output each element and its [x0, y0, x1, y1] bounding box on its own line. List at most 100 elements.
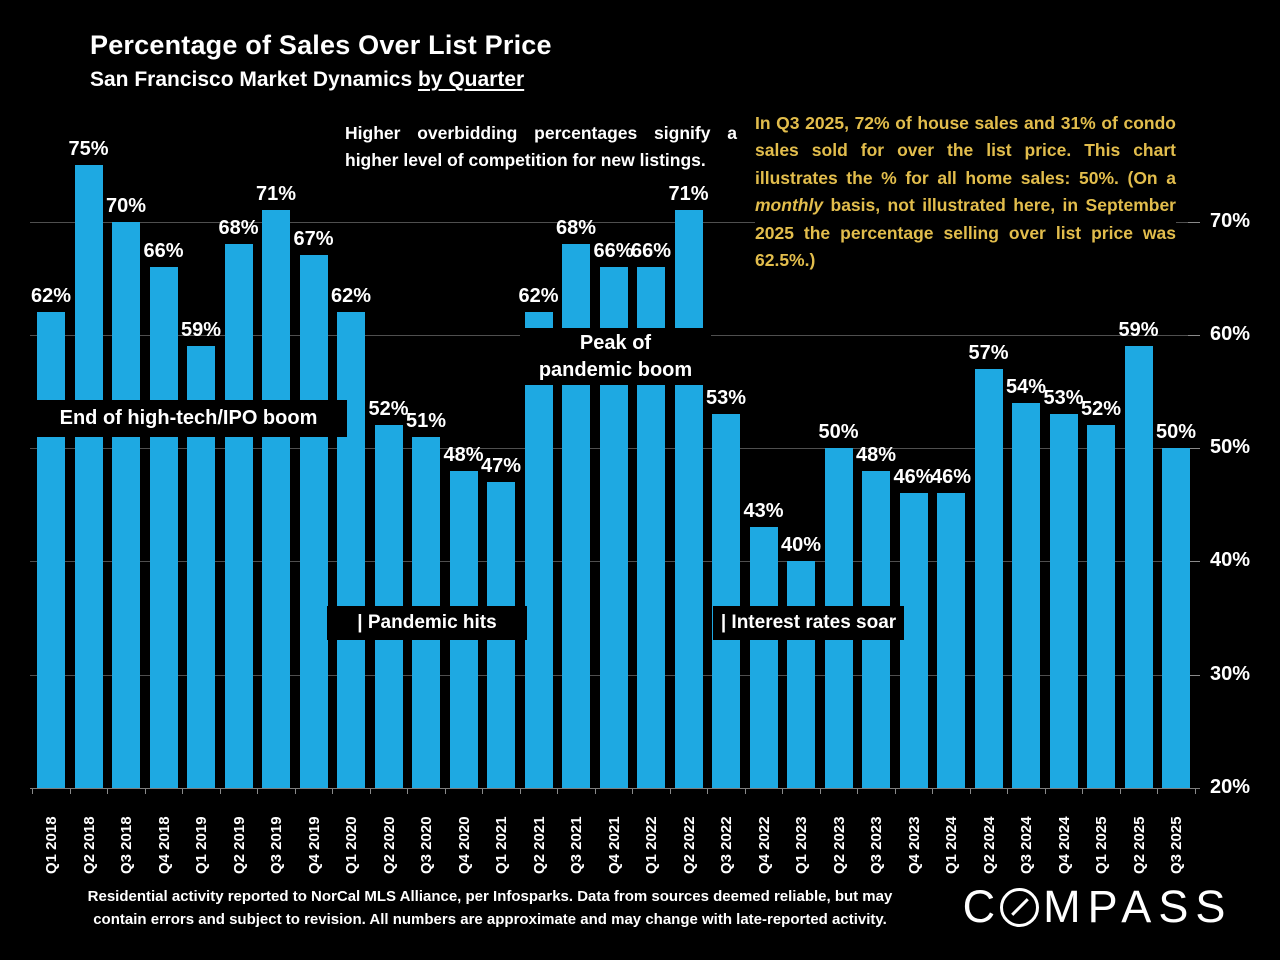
- y-tick-mark-50: [1188, 448, 1200, 450]
- annotation-end-of-boom: End of high-tech/IPO boom: [30, 400, 347, 437]
- x-axis-tick: [969, 789, 971, 794]
- bar-q2-2019: [224, 244, 253, 788]
- bar-value-label-q4-2021: 66%: [593, 239, 634, 262]
- bar-value-label-q2-2023: 50%: [818, 421, 859, 444]
- x-axis-tick: [219, 789, 221, 794]
- x-tick-label-q2-2018: Q2 2018: [80, 816, 98, 874]
- annotation-peak-line1: Peak of: [579, 331, 652, 354]
- subtitle-underlined: by Quarter: [417, 68, 525, 91]
- x-tick-label-q1-2022: Q1 2022: [643, 816, 660, 874]
- bar-value-label-q4-2019: 67%: [293, 228, 334, 251]
- bar-q2-2021: [524, 312, 553, 788]
- bar-value-label-q3-2025: 50%: [1155, 421, 1197, 444]
- bar-q1-2025: [1087, 425, 1115, 788]
- x-axis-tick: [1007, 789, 1009, 794]
- y-tick-mark-40: [1188, 561, 1200, 563]
- bar-q4-2023: [899, 493, 928, 788]
- y-tick-mark-30: [1188, 674, 1200, 676]
- x-tick-label-q2-2025: Q2 2025: [1130, 816, 1148, 874]
- x-tick-label-q4-2019: Q4 2019: [305, 816, 323, 874]
- x-tick-label-q1-2025: Q1 2025: [1093, 816, 1110, 874]
- x-axis-tick: [482, 789, 484, 794]
- logo-letters-mpass: MPASS: [1043, 881, 1233, 932]
- compass-o-icon: [1000, 887, 1040, 927]
- footer-line2: contain errors and subject to revision. …: [93, 910, 887, 928]
- bar-value-label-q2-2018: 75%: [68, 137, 109, 160]
- y-tick-mark-70: [1188, 221, 1200, 223]
- x-tick-label-q1-2019: Q1 2019: [193, 816, 210, 874]
- bar-value-label-q1-2018: 62%: [30, 285, 72, 308]
- x-axis-tick: [782, 789, 784, 794]
- x-tick-label-q2-2022: Q2 2022: [680, 816, 698, 874]
- overbidding-note: Higher overbidding percentages signify a…: [345, 120, 737, 175]
- bar-value-label-q1-2023: 40%: [780, 534, 822, 557]
- bar-q3-2019: [262, 210, 290, 788]
- x-tick-label-q4-2023: Q4 2023: [905, 816, 923, 874]
- x-axis-tick: [69, 789, 71, 794]
- x-axis-tick: [407, 789, 409, 794]
- bar-q1-2020: [337, 312, 365, 788]
- bar-value-label-q2-2022: 71%: [668, 183, 709, 206]
- bar-value-label-q3-2022: 53%: [705, 387, 747, 410]
- x-axis-tick: [1119, 789, 1121, 794]
- bar-value-label-q3-2023: 48%: [855, 443, 897, 466]
- x-axis-tick: [1157, 789, 1159, 794]
- gridline-70: [30, 221, 1200, 223]
- y-tick-label-60: 60%: [1210, 322, 1251, 345]
- x-tick-label-q3-2022: Q3 2022: [718, 816, 735, 874]
- bar-value-label-q4-2018: 66%: [143, 239, 184, 262]
- bar-value-label-q3-2021: 68%: [555, 217, 597, 240]
- bar-value-label-q3-2018: 70%: [105, 194, 147, 217]
- x-axis-tick: [857, 789, 859, 794]
- x-axis-tick: [257, 789, 259, 794]
- page-subtitle: San Francisco Market Dynamics by Quarter: [90, 68, 524, 92]
- compass-logo: C MPASS: [955, 876, 1240, 938]
- x-axis-tick: [594, 789, 596, 794]
- x-axis-tick: [182, 789, 184, 794]
- x-axis-tick: [1082, 789, 1084, 794]
- y-tick-label-20: 20%: [1210, 776, 1251, 798]
- y-tick-mark-60: [1188, 334, 1200, 336]
- bar-value-label-q1-2021: 47%: [480, 455, 522, 478]
- annotation-peak-line2: pandemic boom: [538, 358, 693, 381]
- x-tick-label-q1-2018: Q1 2018: [43, 816, 60, 874]
- x-axis-tick: [669, 789, 671, 794]
- footer-disclaimer: Residential activity reported to NorCal …: [70, 886, 910, 931]
- x-tick-label-q4-2021: Q4 2021: [605, 816, 623, 874]
- bar-value-label-q1-2024: 46%: [930, 466, 972, 489]
- x-tick-label-q2-2023: Q2 2023: [830, 816, 848, 874]
- x-axis-tick: [107, 789, 109, 794]
- callout-text-post: basis, not illustrated here, in Septembe…: [755, 195, 1176, 271]
- bar-value-label-q3-2020: 51%: [405, 409, 447, 432]
- x-axis-tick: [444, 789, 446, 794]
- x-tick-label-q1-2024: Q1 2024: [943, 816, 960, 874]
- bar-value-label-q2-2024: 57%: [968, 341, 1009, 364]
- bar-value-label-q1-2025: 52%: [1080, 398, 1122, 421]
- logo-letter-c: C: [962, 881, 1003, 932]
- x-tick-label-q3-2021: Q3 2021: [568, 816, 585, 874]
- x-tick-label-q3-2023: Q3 2023: [868, 816, 885, 874]
- bar-q4-2018: [149, 266, 178, 788]
- x-tick-label-q3-2024: Q3 2024: [1018, 816, 1035, 874]
- annotation-interest-rates: | Interest rates soar: [713, 606, 904, 640]
- bar-q2-2024: [974, 368, 1003, 788]
- x-tick-label-q4-2024: Q4 2024: [1055, 816, 1073, 874]
- annotation-pandemic-hits: | Pandemic hits: [327, 606, 527, 640]
- x-axis-tick: [294, 789, 296, 794]
- bar-value-label-q4-2020: 48%: [443, 443, 484, 466]
- bar-q1-2023: [787, 561, 815, 788]
- x-tick-label-q1-2020: Q1 2020: [343, 816, 360, 874]
- bar-value-label-q3-2024: 54%: [1005, 375, 1047, 398]
- x-axis-tick: [1194, 789, 1196, 794]
- bar-q4-2019: [299, 255, 328, 788]
- footer-line1: Residential activity reported to NorCal …: [87, 888, 893, 905]
- bar-value-label-q4-2023: 46%: [893, 466, 934, 489]
- x-tick-label-q2-2019: Q2 2019: [230, 816, 248, 874]
- page-title: Percentage of Sales Over List Price: [90, 30, 552, 60]
- y-tick-label-50: 50%: [1210, 436, 1251, 459]
- x-tick-label-q2-2024: Q2 2024: [980, 816, 998, 874]
- x-axis-tick: [744, 789, 746, 794]
- x-axis-tick: [819, 789, 821, 794]
- bar-value-label-q4-2022: 43%: [743, 500, 784, 523]
- x-tick-label-q3-2025: Q3 2025: [1168, 816, 1185, 874]
